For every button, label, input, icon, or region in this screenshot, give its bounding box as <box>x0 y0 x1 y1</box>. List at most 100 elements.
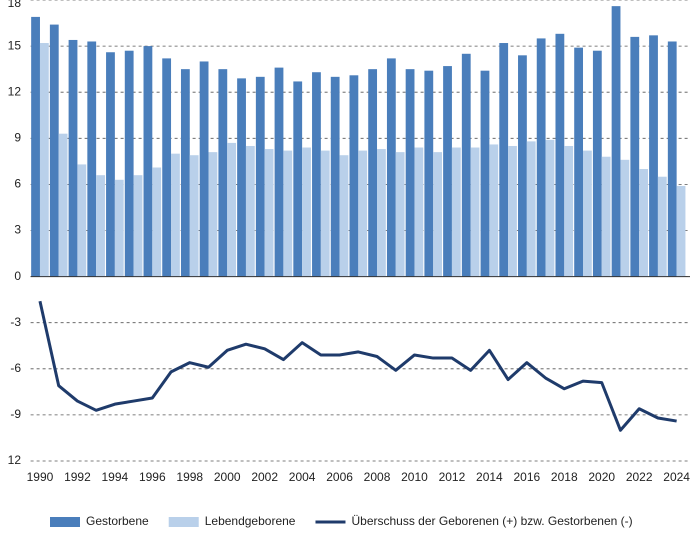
bar <box>339 155 349 277</box>
bar <box>424 70 434 277</box>
bar <box>508 145 517 277</box>
bar <box>667 41 677 277</box>
bar <box>676 185 686 277</box>
bar <box>87 41 97 277</box>
bar <box>152 167 162 277</box>
bar <box>518 55 527 277</box>
bar <box>245 145 255 277</box>
bar <box>583 150 592 277</box>
y-tick-label: 15 <box>8 38 22 52</box>
bar <box>377 149 386 277</box>
x-tick-label: 1996 <box>139 470 166 484</box>
bar <box>545 139 555 277</box>
bar <box>433 152 443 277</box>
y-tick-label: 12 <box>8 84 22 98</box>
x-tick-label: 1994 <box>102 470 129 484</box>
bar <box>489 144 499 277</box>
bar <box>349 75 359 277</box>
bar <box>592 50 602 277</box>
bar <box>143 46 153 277</box>
x-tick-label: 2014 <box>476 470 503 484</box>
x-tick-label: 1990 <box>27 470 54 484</box>
legend-swatch <box>50 517 80 527</box>
bar <box>106 52 115 277</box>
x-tick-label: 2016 <box>513 470 540 484</box>
y-tick-label: -3 <box>10 315 21 329</box>
y-tick-label: 12 <box>8 453 22 467</box>
x-tick-label: 1998 <box>176 470 203 484</box>
x-tick-label: 2000 <box>214 470 241 484</box>
bar <box>414 147 424 277</box>
y-tick-label: -9 <box>10 407 21 421</box>
bar <box>630 36 640 277</box>
bar <box>39 43 49 277</box>
bar <box>386 58 396 277</box>
bar <box>649 35 658 277</box>
x-tick-label: 2010 <box>401 470 428 484</box>
bar <box>77 164 87 277</box>
bar <box>611 6 621 277</box>
bar <box>114 179 124 277</box>
line <box>38 300 677 432</box>
bar <box>255 76 265 277</box>
x-tick-label: 2004 <box>289 470 316 484</box>
bar <box>499 43 509 277</box>
y-tick-label: 6 <box>14 177 21 191</box>
y-tick-label: 18 <box>8 0 22 10</box>
bar <box>124 50 134 277</box>
bar <box>274 67 284 277</box>
bar <box>368 69 378 277</box>
bar <box>470 147 480 277</box>
x-tick-label: 2022 <box>626 470 653 484</box>
bar <box>461 53 471 277</box>
bar <box>58 133 68 277</box>
bar <box>208 152 218 277</box>
x-tick-label: 2020 <box>588 470 615 484</box>
bar <box>264 149 274 277</box>
x-tick-label: 2024 <box>663 470 690 484</box>
bar <box>68 39 78 277</box>
bar <box>171 153 180 277</box>
legend-label: Überschuss der Geborenen (+) bzw. Gestor… <box>351 514 632 528</box>
bar <box>601 156 611 277</box>
bar <box>293 81 303 277</box>
bar <box>536 38 546 277</box>
bar <box>302 147 311 277</box>
legend-label: Gestorbene <box>86 514 149 528</box>
bar <box>555 33 565 277</box>
bar <box>480 70 490 277</box>
bar <box>199 61 209 277</box>
x-tick-label: 2018 <box>551 470 578 484</box>
legend-label: Lebendgeborene <box>205 514 296 528</box>
y-tick-label: -6 <box>10 361 21 375</box>
bar <box>358 150 368 277</box>
x-tick-label: 2012 <box>439 470 466 484</box>
y-tick-label: 0 <box>14 269 21 283</box>
bar <box>31 16 40 277</box>
bar <box>657 176 667 277</box>
bar <box>218 69 228 277</box>
bar <box>133 175 143 277</box>
bar <box>283 150 293 277</box>
bar <box>180 69 190 277</box>
x-tick-label: 1992 <box>64 470 91 484</box>
bar <box>451 147 461 277</box>
bar <box>49 24 59 277</box>
x-tick-label: 2008 <box>364 470 391 484</box>
bar <box>312 72 321 277</box>
bar <box>189 155 199 277</box>
legend-swatch <box>168 517 199 527</box>
bar <box>162 58 172 277</box>
bar <box>320 150 330 277</box>
bar <box>96 175 105 277</box>
bar <box>526 141 536 277</box>
x-tick-label: 2006 <box>326 470 353 484</box>
bar <box>395 152 405 277</box>
bar <box>620 159 630 277</box>
bar <box>227 142 237 277</box>
bar <box>405 69 415 277</box>
y-tick-label: 9 <box>14 130 21 144</box>
y-tick-label: 3 <box>14 223 21 237</box>
bar <box>574 47 584 277</box>
